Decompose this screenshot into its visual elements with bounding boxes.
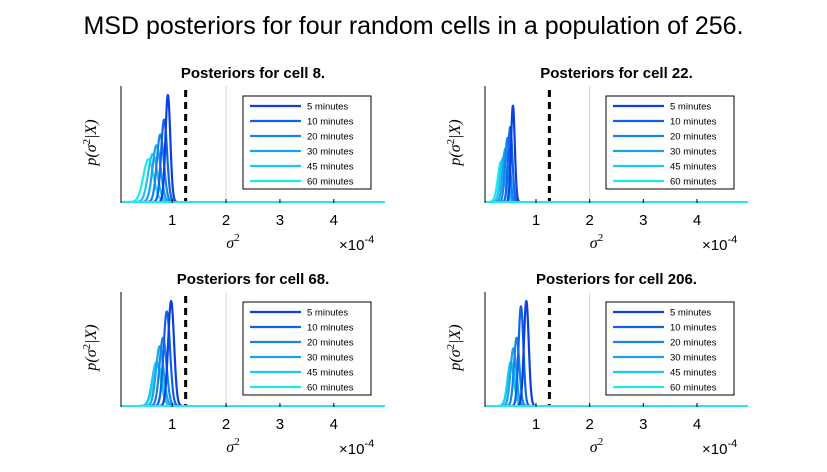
series-line xyxy=(500,347,526,408)
legend-box xyxy=(242,301,372,396)
legend: 5 minutes 10 minutes 20 minutes 30 minutes 4… xyxy=(605,95,735,190)
series-line xyxy=(133,152,172,204)
x-scale-factor: ×10-4 xyxy=(339,438,374,458)
panel-title: Posteriors for cell 206. xyxy=(536,271,697,288)
series-line xyxy=(500,126,520,204)
x-tick-label: 1 xyxy=(168,416,176,433)
legend-entry: 30 minutes xyxy=(670,353,717,364)
legend-entry: 5 minutes xyxy=(307,102,348,113)
x-tick-label: 2 xyxy=(222,212,230,229)
x-tick-label: 4 xyxy=(330,212,338,229)
y-axis-label: p(σ2|X) xyxy=(445,119,464,166)
y-axis-label: p(σ2|X) xyxy=(445,324,464,371)
legend-entry: 20 minutes xyxy=(307,338,354,349)
x-scale-factor: ×10-4 xyxy=(339,234,374,254)
x-tick-label: 2 xyxy=(222,416,230,433)
legend-entry: 5 minutes xyxy=(670,102,711,113)
y-axis-label: p(σ2|X) xyxy=(81,119,100,166)
series-line xyxy=(153,310,181,408)
legend-entry: 20 minutes xyxy=(307,132,354,143)
series-line xyxy=(505,336,529,408)
legend-entry: 10 minutes xyxy=(307,323,354,334)
legend-entry: 20 minutes xyxy=(670,132,717,143)
legend-entry: 45 minutes xyxy=(307,368,354,379)
series-line xyxy=(497,136,518,204)
figure-title: MSD posteriors for four random cells in … xyxy=(83,12,744,40)
x-tick-label: 3 xyxy=(639,416,647,433)
x-axis-label: σ2 xyxy=(226,232,239,252)
series-line xyxy=(504,104,522,204)
x-tick-label: 3 xyxy=(276,416,284,433)
series-line xyxy=(145,133,175,204)
legend-entry: 45 minutes xyxy=(670,368,717,379)
legend-entry: 10 minutes xyxy=(670,117,717,128)
x-tick-label: 2 xyxy=(585,416,593,433)
legend-entry: 20 minutes xyxy=(670,338,717,349)
legend-entry: 5 minutes xyxy=(670,308,711,319)
legend-entry: 60 minutes xyxy=(307,177,354,188)
legend-entry: 60 minutes xyxy=(670,383,717,394)
legend-entry: 5 minutes xyxy=(307,308,348,319)
x-axis-label: σ2 xyxy=(226,436,239,456)
x-tick-label: 4 xyxy=(693,416,701,433)
legend: 5 minutes 10 minutes 20 minutes 30 minutes 4… xyxy=(605,301,735,396)
x-tick-label: 1 xyxy=(168,212,176,229)
series-line xyxy=(515,299,537,408)
y-axis-label: p(σ2|X) xyxy=(81,324,100,371)
legend-entry: 30 minutes xyxy=(307,353,354,364)
legend-box xyxy=(242,95,372,190)
legend: 5 minutes 10 minutes 20 minutes 30 minutes 4… xyxy=(242,95,372,190)
legend-entry: 45 minutes xyxy=(307,162,354,173)
x-axis-label: σ2 xyxy=(590,232,603,252)
x-tick-label: 2 xyxy=(585,212,593,229)
x-scale-factor: ×10-4 xyxy=(702,438,737,458)
panel-title: Posteriors for cell 68. xyxy=(177,271,330,288)
legend-box xyxy=(605,301,735,396)
legend: 5 minutes 10 minutes 20 minutes 30 minutes 4… xyxy=(242,301,372,396)
series-line xyxy=(157,93,179,204)
legend-entry: 60 minutes xyxy=(670,177,717,188)
panel-title: Posteriors for cell 22. xyxy=(540,65,693,82)
x-scale-factor: ×10-4 xyxy=(702,234,737,254)
chart-panel-2: Posteriors for cell 22. 1 2 3 4 σ2 ×10-4 p(σ2|X… xyxy=(445,65,748,254)
chart-panel-1: Posteriors for cell 8. 1 2 3 4 σ2 ×10-4 p(σ2|X)… xyxy=(81,65,385,254)
x-tick-label: 1 xyxy=(532,212,540,229)
series-line xyxy=(158,299,184,408)
x-axis-label: σ2 xyxy=(590,436,603,456)
x-tick-label: 3 xyxy=(639,212,647,229)
series-line xyxy=(510,305,532,408)
series-line xyxy=(144,345,176,408)
chart-panel-3: Posteriors for cell 68. 1 2 3 4 σ2 ×10-4 p(σ2|X… xyxy=(81,271,385,458)
legend-entry: 60 minutes xyxy=(307,383,354,394)
legend-entry: 10 minutes xyxy=(670,323,717,334)
x-tick-label: 4 xyxy=(693,212,701,229)
legend-entry: 30 minutes xyxy=(307,147,354,158)
legend-entry: 10 minutes xyxy=(307,117,354,128)
legend-box xyxy=(605,95,735,190)
x-tick-label: 3 xyxy=(276,212,284,229)
x-tick-label: 4 xyxy=(330,416,338,433)
legend-entry: 45 minutes xyxy=(670,162,717,173)
x-tick-label: 1 xyxy=(532,416,540,433)
chart-panel-4: Posteriors for cell 206. 1 2 3 4 σ2 ×10-4 p(σ2|… xyxy=(445,271,748,458)
series-line xyxy=(127,158,170,204)
panel-title: Posteriors for cell 8. xyxy=(181,65,325,82)
series-line xyxy=(139,144,174,204)
legend-entry: 30 minutes xyxy=(670,147,717,158)
